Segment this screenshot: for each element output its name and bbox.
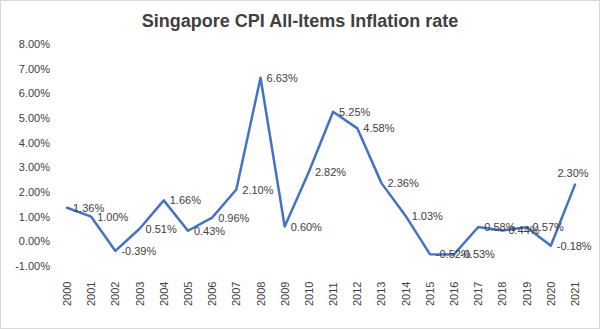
data-label: -0.53%: [460, 248, 495, 260]
x-tick-label: 2002: [109, 282, 121, 306]
chart-border: [1, 1, 600, 329]
x-tick-label: 2013: [375, 282, 387, 306]
x-tick-label: 2017: [472, 282, 484, 306]
tick-mark: [53, 68, 55, 69]
x-tick-label: 2007: [230, 282, 242, 306]
y-tick-label: -1.00%: [15, 260, 50, 272]
x-tick-label: 2021: [569, 282, 581, 306]
tick-mark: [53, 241, 55, 242]
y-tick-label: 2.00%: [19, 186, 50, 198]
x-tick-label: 2018: [496, 282, 508, 306]
tick-mark: [53, 44, 55, 45]
data-label: 0.60%: [291, 221, 322, 233]
data-label: -0.18%: [557, 240, 592, 252]
tick-mark: [53, 192, 55, 193]
data-label: 2.30%: [557, 167, 588, 179]
line: [67, 78, 575, 255]
y-tick-label: 6.00%: [19, 87, 50, 99]
data-label: 5.25%: [339, 106, 370, 118]
x-tick-label: 2006: [206, 282, 218, 306]
y-tick-label: 3.00%: [19, 161, 50, 173]
data-label: 6.63%: [267, 72, 298, 84]
x-tick-label: 2012: [351, 282, 363, 306]
data-label: 0.96%: [218, 212, 249, 224]
title: Singapore CPI All-Items Inflation rate: [142, 11, 458, 31]
x-tick-label: 2014: [400, 282, 412, 306]
y-tick-label: 8.00%: [19, 38, 50, 50]
x-tick-label: 2000: [61, 282, 73, 306]
x-axis: 2000 2001 2002 2003 2004 2005 2006 2007 2008 2009…: [61, 282, 581, 306]
x-tick-label: 2010: [303, 282, 315, 306]
y-tick-label: 5.00%: [19, 112, 50, 124]
tick-mark: [53, 167, 55, 168]
data-label: 1.00%: [97, 211, 128, 223]
x-tick-label: 2016: [448, 282, 460, 306]
tick-mark: [53, 142, 55, 143]
data-label: 2.82%: [315, 166, 346, 178]
data-labels: 1.36%1.00%-0.39%0.51%1.66%0.43%0.96%2.10…: [73, 72, 592, 261]
tick-mark: [53, 118, 55, 119]
data-label: 0.57%: [533, 221, 564, 233]
y-tick-label: 7.00%: [19, 63, 50, 75]
x-tick-label: 2005: [182, 282, 194, 306]
data-label: 1.03%: [412, 210, 443, 222]
x-tick-label: 2020: [545, 282, 557, 306]
x-tick-label: 2019: [521, 282, 533, 306]
y-tick-label: 0.00%: [19, 235, 50, 247]
data-label: 4.58%: [363, 122, 394, 134]
data-label: -0.39%: [121, 245, 156, 257]
tick-mark: [53, 216, 55, 217]
x-tick-label: 2011: [327, 282, 339, 306]
x-tick-label: 2003: [134, 282, 146, 306]
y-axis: -1.00% 0.00% 1.00% 2.00% 3.00% 4.00% 5.00% 6.00…: [15, 38, 55, 272]
data-label: 0.51%: [146, 223, 177, 235]
series: [67, 78, 575, 255]
tick-mark: [53, 266, 55, 267]
data-label: 1.66%: [170, 194, 201, 206]
x-tick-label: 2008: [255, 282, 267, 306]
chart: Singapore CPI All-Items Inflation rate -1…: [0, 0, 600, 329]
data-label: 0.43%: [194, 225, 225, 237]
x-tick-label: 2004: [158, 282, 170, 306]
x-tick-label: 2001: [85, 282, 97, 306]
y-tick-label: 1.00%: [19, 211, 50, 223]
x-tick-label: 2009: [279, 282, 291, 306]
x-tick-label: 2015: [424, 282, 436, 306]
tick-mark: [53, 93, 55, 94]
data-label: 2.36%: [387, 177, 418, 189]
data-label: 2.10%: [242, 184, 273, 196]
y-tick-label: 4.00%: [19, 137, 50, 149]
